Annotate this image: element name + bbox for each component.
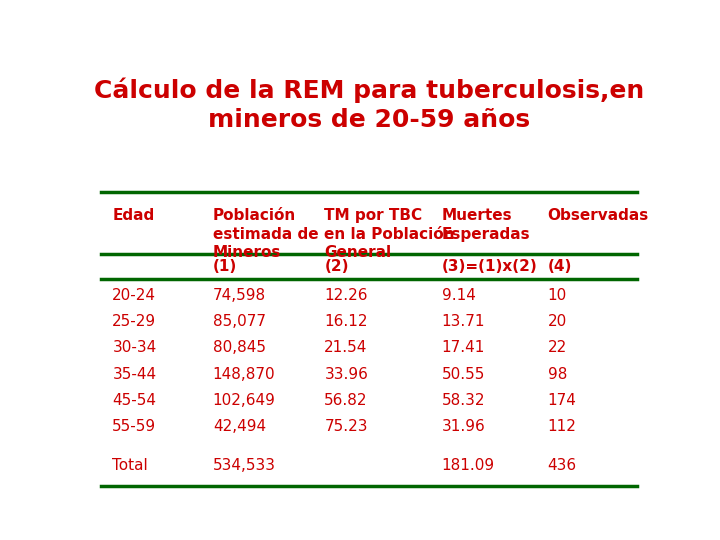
Text: (3)=(1)x(2): (3)=(1)x(2): [441, 259, 537, 274]
Text: 13.71: 13.71: [441, 314, 485, 329]
Text: 98: 98: [547, 367, 567, 382]
Text: (4): (4): [547, 259, 572, 274]
Text: 75.23: 75.23: [324, 419, 368, 434]
Text: 102,649: 102,649: [213, 393, 276, 408]
Text: 9.14: 9.14: [441, 288, 475, 303]
Text: 22: 22: [547, 340, 567, 355]
Text: 112: 112: [547, 419, 577, 434]
Text: Población
estimada de
Mineros: Población estimada de Mineros: [213, 208, 318, 260]
Text: 80,845: 80,845: [213, 340, 266, 355]
Text: (1): (1): [213, 259, 237, 274]
Text: 58.32: 58.32: [441, 393, 485, 408]
Text: 85,077: 85,077: [213, 314, 266, 329]
Text: 35-44: 35-44: [112, 367, 156, 382]
Text: 74,598: 74,598: [213, 288, 266, 303]
Text: 25-29: 25-29: [112, 314, 156, 329]
Text: 148,870: 148,870: [213, 367, 275, 382]
Text: Edad: Edad: [112, 208, 155, 223]
Text: (2): (2): [324, 259, 349, 274]
Text: 436: 436: [547, 458, 577, 472]
Text: 31.96: 31.96: [441, 419, 485, 434]
Text: 50.55: 50.55: [441, 367, 485, 382]
Text: 20-24: 20-24: [112, 288, 156, 303]
Text: 30-34: 30-34: [112, 340, 156, 355]
Text: 21.54: 21.54: [324, 340, 368, 355]
Text: 534,533: 534,533: [213, 458, 276, 472]
Text: TM por TBC
en la Población
General: TM por TBC en la Población General: [324, 208, 455, 260]
Text: 12.26: 12.26: [324, 288, 368, 303]
Text: 20: 20: [547, 314, 567, 329]
Text: Observadas: Observadas: [547, 208, 649, 223]
Text: 42,494: 42,494: [213, 419, 266, 434]
Text: 174: 174: [547, 393, 577, 408]
Text: 45-54: 45-54: [112, 393, 156, 408]
Text: Cálculo de la REM para tuberculosis,en
mineros de 20-59 años: Cálculo de la REM para tuberculosis,en m…: [94, 77, 644, 132]
Text: 56.82: 56.82: [324, 393, 368, 408]
Text: Total: Total: [112, 458, 148, 472]
Text: 55-59: 55-59: [112, 419, 156, 434]
Text: 181.09: 181.09: [441, 458, 495, 472]
Text: 17.41: 17.41: [441, 340, 485, 355]
Text: 10: 10: [547, 288, 567, 303]
Text: 33.96: 33.96: [324, 367, 368, 382]
Text: Muertes
Esperadas: Muertes Esperadas: [441, 208, 530, 242]
Text: 16.12: 16.12: [324, 314, 368, 329]
